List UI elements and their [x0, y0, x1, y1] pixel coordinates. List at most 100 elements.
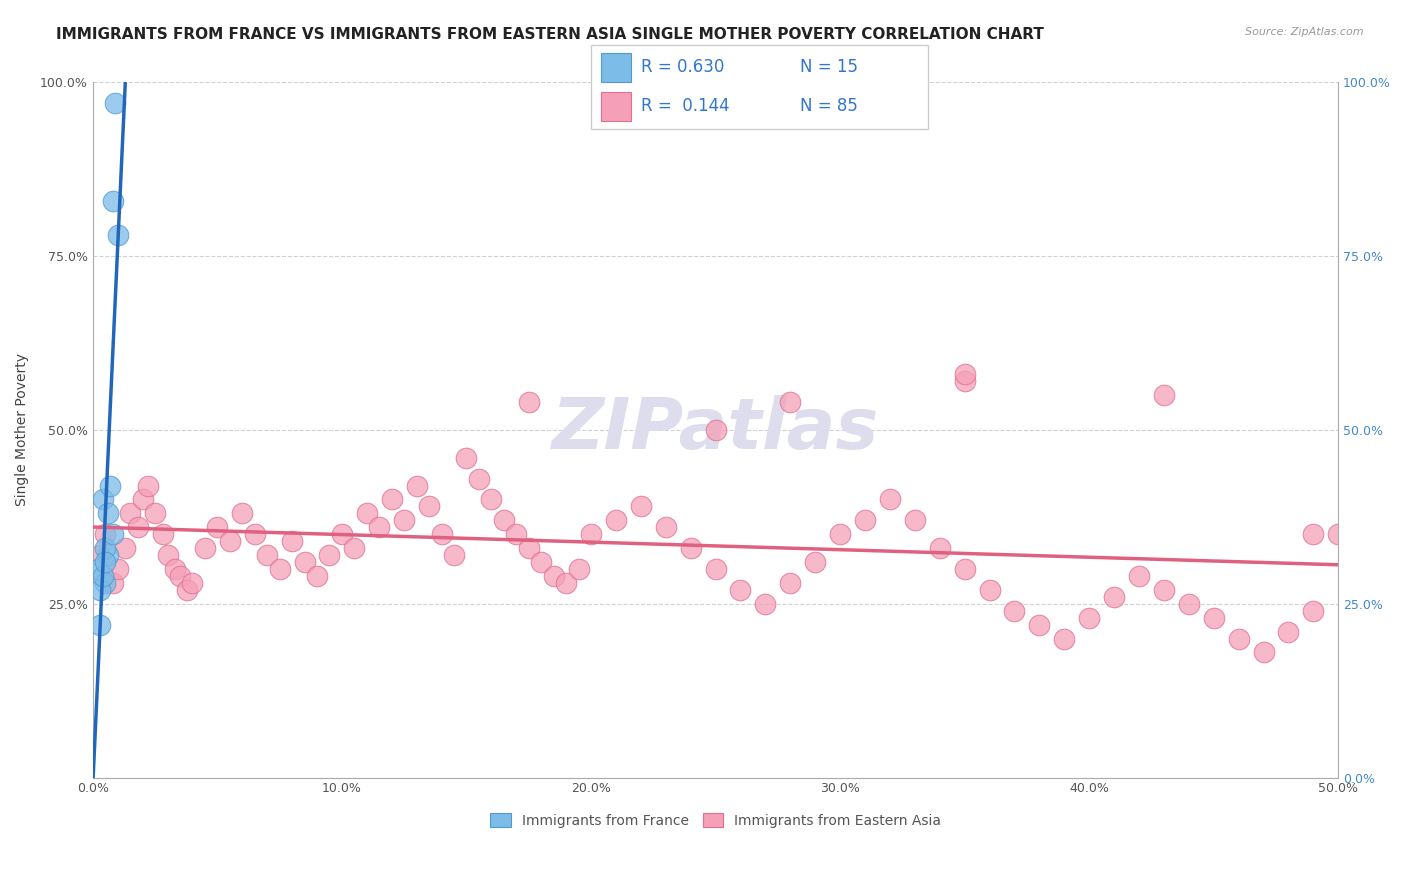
Point — [256, 548, 278, 562]
Point — [779, 575, 801, 590]
Point — [94, 541, 117, 556]
Text: IMMIGRANTS FROM FRANCE VS IMMIGRANTS FROM EASTERN ASIA SINGLE MOTHER POVERTY COR: IMMIGRANTS FROM FRANCE VS IMMIGRANTS FRO… — [56, 27, 1045, 42]
Point — [567, 562, 589, 576]
Point — [318, 548, 340, 562]
Point — [1227, 632, 1250, 646]
Point — [98, 478, 121, 492]
Point — [953, 374, 976, 388]
Point — [231, 507, 253, 521]
Point — [679, 541, 702, 556]
Point — [418, 500, 440, 514]
Point — [1327, 527, 1350, 541]
Point — [218, 534, 240, 549]
Legend: Immigrants from France, Immigrants from Eastern Asia: Immigrants from France, Immigrants from … — [484, 807, 948, 833]
Text: R =  0.144: R = 0.144 — [641, 97, 730, 115]
Point — [1153, 388, 1175, 402]
Point — [101, 527, 124, 541]
Point — [555, 575, 578, 590]
Point — [605, 513, 627, 527]
Point — [953, 368, 976, 382]
Point — [730, 582, 752, 597]
Text: ZIPatlas: ZIPatlas — [553, 395, 879, 465]
Point — [1102, 590, 1125, 604]
Point — [392, 513, 415, 527]
Point — [305, 569, 328, 583]
Point — [281, 534, 304, 549]
Point — [94, 555, 117, 569]
Point — [704, 423, 727, 437]
Point — [979, 582, 1001, 597]
Point — [779, 395, 801, 409]
Point — [207, 520, 229, 534]
Point — [104, 96, 127, 111]
FancyBboxPatch shape — [600, 54, 631, 82]
Point — [381, 492, 404, 507]
Point — [91, 569, 114, 583]
Point — [754, 597, 776, 611]
Text: R = 0.630: R = 0.630 — [641, 59, 724, 77]
Point — [243, 527, 266, 541]
Point — [579, 527, 602, 541]
Point — [101, 194, 124, 208]
Point — [630, 500, 652, 514]
Point — [127, 520, 149, 534]
Point — [152, 527, 174, 541]
Point — [330, 527, 353, 541]
Point — [479, 492, 502, 507]
Point — [294, 555, 316, 569]
Point — [269, 562, 291, 576]
Point — [94, 527, 117, 541]
Point — [928, 541, 950, 556]
Point — [163, 562, 186, 576]
Point — [169, 569, 191, 583]
Text: Source: ZipAtlas.com: Source: ZipAtlas.com — [1246, 27, 1364, 37]
Point — [89, 617, 111, 632]
Point — [1302, 604, 1324, 618]
Point — [89, 548, 111, 562]
Point — [101, 575, 124, 590]
Point — [543, 569, 565, 583]
Point — [107, 228, 129, 243]
Point — [443, 548, 465, 562]
Point — [1053, 632, 1076, 646]
Point — [517, 541, 540, 556]
Point — [804, 555, 827, 569]
Point — [97, 548, 120, 562]
Point — [156, 548, 179, 562]
Point — [89, 582, 111, 597]
Point — [904, 513, 927, 527]
Point — [405, 478, 427, 492]
Point — [97, 507, 120, 521]
Point — [1302, 527, 1324, 541]
Point — [468, 472, 491, 486]
Point — [1078, 610, 1101, 624]
Point — [1178, 597, 1201, 611]
Point — [430, 527, 453, 541]
Text: N = 15: N = 15 — [800, 59, 858, 77]
Point — [830, 527, 852, 541]
Point — [143, 507, 166, 521]
Point — [1128, 569, 1150, 583]
Point — [131, 492, 153, 507]
Point — [456, 450, 478, 465]
Point — [654, 520, 676, 534]
Point — [91, 492, 114, 507]
Point — [953, 562, 976, 576]
Point — [120, 507, 142, 521]
Point — [492, 513, 515, 527]
FancyBboxPatch shape — [591, 45, 928, 129]
Point — [1004, 604, 1026, 618]
Point — [704, 562, 727, 576]
Point — [114, 541, 136, 556]
Point — [1253, 645, 1275, 659]
Point — [176, 582, 198, 597]
Point — [136, 478, 159, 492]
Point — [853, 513, 876, 527]
Point — [1028, 617, 1050, 632]
Point — [194, 541, 217, 556]
Y-axis label: Single Mother Poverty: Single Mother Poverty — [15, 353, 30, 507]
FancyBboxPatch shape — [600, 92, 631, 120]
Point — [1153, 582, 1175, 597]
Point — [530, 555, 553, 569]
Point — [879, 492, 901, 507]
